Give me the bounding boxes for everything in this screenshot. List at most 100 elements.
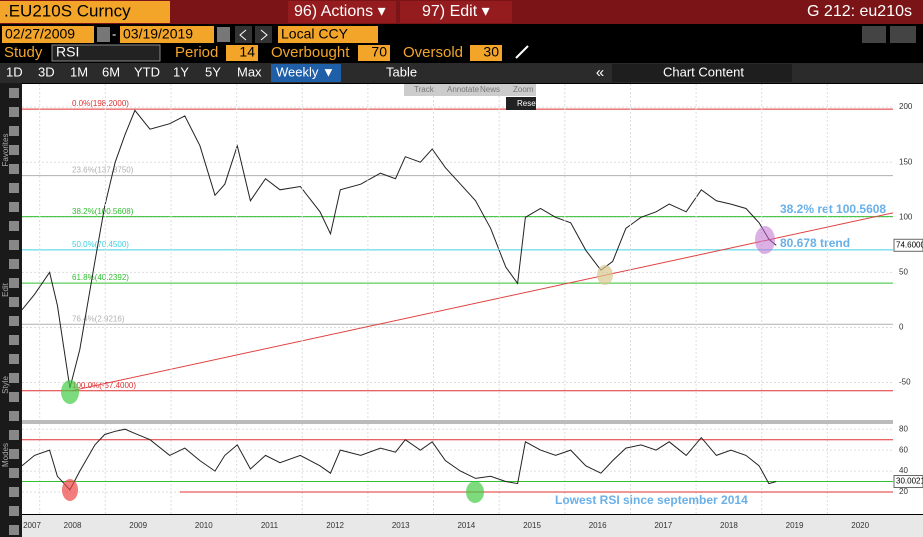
tab[interactable]: 1D: [6, 64, 23, 79]
y-tick-label: 20: [899, 487, 908, 496]
tab[interactable]: Max: [237, 64, 262, 79]
tool-icon[interactable]: [9, 487, 19, 497]
cal-icon[interactable]: [217, 27, 230, 42]
actions-btn[interactable]: [288, 1, 396, 23]
level-label: 76.4%(2.9216): [72, 314, 125, 323]
undo-btn[interactable]: [862, 26, 886, 43]
level-label: 50.0%(70.4500): [72, 240, 129, 249]
x-tick-label: 2013: [392, 521, 410, 530]
tool-icon[interactable]: [9, 506, 19, 516]
edit-btn[interactable]: [400, 1, 512, 23]
y-tick-label: 150: [899, 157, 913, 166]
end-field[interactable]: [120, 26, 214, 43]
period: 14: [239, 44, 255, 60]
tool-icon[interactable]: [9, 373, 19, 383]
tab[interactable]: 1Y: [173, 64, 189, 79]
tool-icon[interactable]: [9, 221, 19, 231]
tool-icon[interactable]: [9, 126, 19, 136]
study: RSI: [56, 44, 79, 60]
tab[interactable]: 5Y: [205, 64, 221, 79]
x-tick-label: 2018: [720, 521, 738, 530]
y-tick-label: 40: [899, 466, 908, 475]
mini-tool[interactable]: Track: [414, 85, 435, 94]
period-field[interactable]: [226, 45, 258, 61]
tab-selected[interactable]: [271, 64, 341, 82]
chart-bg: [22, 84, 923, 514]
last-value-label: 30.0021: [896, 477, 923, 486]
tab[interactable]: Weekly ▼: [276, 64, 335, 79]
tool-icon[interactable]: [9, 468, 19, 478]
dash: -: [112, 26, 116, 41]
x-tick-label: 2019: [786, 521, 804, 530]
price-line: [21, 109, 777, 389]
start-field[interactable]: [2, 26, 94, 43]
tool-icon[interactable]: [9, 411, 19, 421]
tab[interactable]: 6M: [102, 64, 120, 79]
x-tick-label: 2017: [654, 521, 672, 530]
chart-content: Chart Content: [663, 64, 744, 79]
mini-tool[interactable]: Zoom: [513, 85, 534, 94]
x-tick-label: 2012: [326, 521, 344, 530]
tool-icon[interactable]: [9, 202, 19, 212]
tab[interactable]: Table: [386, 64, 417, 79]
tool-icon[interactable]: [9, 145, 19, 155]
tab[interactable]: 1M: [70, 64, 88, 79]
level-label: 38.2%(100.5608): [72, 207, 134, 216]
prev-btn[interactable]: [235, 26, 252, 43]
x-axis-bg: [22, 515, 923, 537]
tool-icon[interactable]: [9, 240, 19, 250]
y-tick-label: 50: [899, 267, 908, 276]
tool-icon[interactable]: [9, 335, 19, 345]
x-tick-label: 2011: [261, 521, 279, 530]
x-tick-label: 2010: [195, 521, 213, 530]
ticker-box[interactable]: [0, 1, 170, 23]
price-line: [21, 428, 777, 491]
tool-icon[interactable]: [9, 278, 19, 288]
study-field[interactable]: [51, 44, 161, 62]
tool-icon[interactable]: [9, 354, 19, 364]
level-label: 61.8%(40.2392): [72, 273, 129, 282]
chart-content-btn[interactable]: [612, 64, 792, 82]
tool-icon[interactable]: [9, 392, 19, 402]
x-tick-label: 2014: [457, 521, 475, 530]
oversold-field[interactable]: [470, 45, 502, 61]
next-btn[interactable]: [255, 26, 272, 43]
mini-tool[interactable]: Annotate: [447, 85, 480, 94]
tool-icon[interactable]: [9, 316, 19, 326]
collapse[interactable]: «: [596, 64, 604, 81]
tool-icon[interactable]: [9, 164, 19, 174]
tool-icon[interactable]: [9, 88, 19, 98]
currency-field[interactable]: [278, 26, 378, 43]
overbought-field[interactable]: [358, 45, 390, 61]
pen-icon[interactable]: [515, 45, 529, 59]
reset-btn[interactable]: [506, 97, 536, 110]
mini-tool[interactable]: News: [480, 85, 500, 94]
cal-icon[interactable]: [97, 27, 110, 42]
tool-icon[interactable]: [9, 183, 19, 193]
tool-icon[interactable]: [9, 525, 19, 535]
x-tick-label: 2007: [23, 521, 41, 530]
annotation: 38.2% ret 100.5608: [780, 202, 886, 216]
panel-divider: [22, 420, 893, 424]
y-tick-label: 100: [899, 212, 913, 221]
next-icon: [260, 29, 268, 41]
tool-icon[interactable]: [9, 107, 19, 117]
tool-icon[interactable]: [9, 430, 19, 440]
reset[interactable]: Reset: [517, 99, 539, 108]
x-tick-label: 2008: [64, 521, 82, 530]
edit: 97) Edit ▾: [422, 3, 490, 20]
sidebar: [0, 83, 22, 537]
redo-btn[interactable]: [890, 26, 916, 43]
last-value-box: [893, 238, 923, 252]
tool-icon[interactable]: [9, 297, 19, 307]
sidebar-label: Modes: [1, 443, 10, 467]
tool-icon[interactable]: [9, 449, 19, 459]
last-value-box: [893, 475, 923, 489]
tab[interactable]: 3D: [38, 64, 55, 79]
tool-icon[interactable]: [9, 259, 19, 269]
tab[interactable]: YTD: [134, 64, 160, 79]
level-label: 0.0%(198.2000): [72, 99, 129, 108]
actions: 96) Actions ▾: [294, 3, 386, 20]
y-tick-label: 0: [899, 323, 904, 332]
